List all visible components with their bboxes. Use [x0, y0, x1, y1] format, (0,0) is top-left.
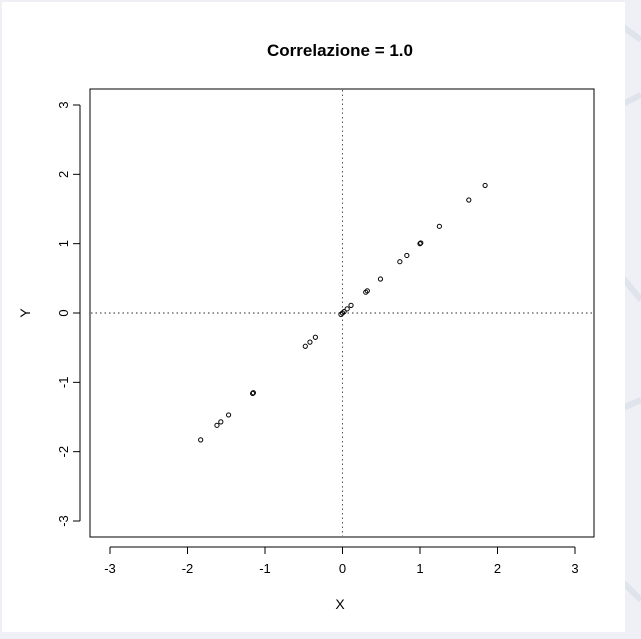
data-point [404, 252, 410, 259]
y-tick-label: -1 [56, 377, 71, 389]
data-point [436, 223, 442, 229]
y-tick-label: -2 [56, 446, 71, 458]
x-tick-label: 3 [571, 561, 578, 576]
y-tick-label: 2 [56, 171, 71, 178]
x-tick-label: 0 [339, 561, 346, 576]
data-point [397, 259, 403, 265]
data-point [348, 302, 354, 308]
x-tick-label: -1 [259, 561, 271, 576]
y-tick-label: 3 [56, 101, 71, 108]
x-tick-label: -3 [104, 561, 116, 576]
tick-labels: -3 -2 -1 0 1 2 3 -3 -2 -1 0 1 2 3 [56, 101, 579, 576]
data-point [214, 422, 220, 428]
y-tick-label: -3 [56, 515, 71, 527]
data-point [341, 309, 347, 315]
x-tick-label: 1 [416, 561, 423, 576]
x-tick-label: 2 [494, 561, 501, 576]
data-point [218, 419, 224, 425]
data-point [466, 197, 472, 203]
axis-ticks [73, 104, 576, 554]
data-point [302, 343, 308, 349]
plot-panel: Correlazione = 1.0 -3 -2 -1 0 1 2 3 -3 -2 -1 0 1 2 3 … [2, 2, 625, 632]
y-tick-label: 0 [56, 309, 71, 316]
x-tick-label: -2 [182, 561, 194, 576]
data-point [344, 306, 350, 312]
data-point [225, 412, 232, 418]
y-tick-label: 1 [56, 240, 71, 247]
data-point [312, 334, 318, 340]
chart-title: Correlazione = 1.0 [267, 41, 413, 60]
data-point [198, 437, 204, 443]
y-axis-label: Y [17, 308, 33, 318]
data-point [364, 288, 370, 294]
data-point [417, 241, 423, 247]
data-point [250, 390, 256, 397]
data-points [198, 182, 488, 443]
x-axis-label: X [335, 596, 345, 612]
plot-frame [89, 88, 595, 538]
scatter-chart: Correlazione = 1.0 -3 -2 -1 0 1 2 3-3-2-10123 … [17, 41, 595, 612]
data-point [482, 182, 488, 189]
data-point [307, 339, 313, 345]
data-point [250, 390, 256, 396]
data-point [418, 240, 424, 246]
data-point [377, 276, 384, 282]
